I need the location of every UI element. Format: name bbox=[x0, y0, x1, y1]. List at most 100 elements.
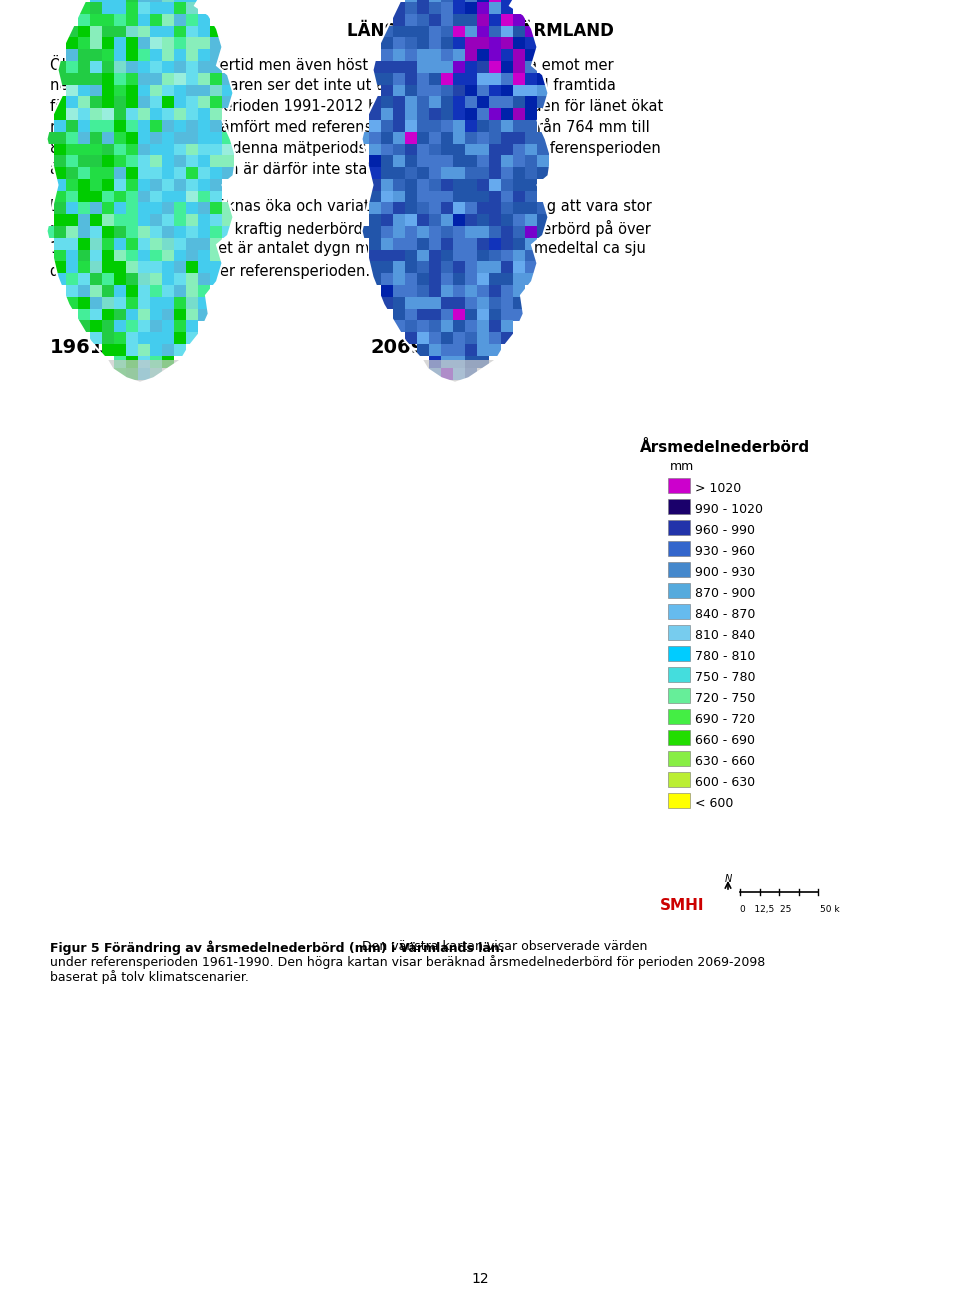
Bar bbox=[114, 261, 126, 274]
Bar bbox=[150, 238, 162, 249]
Text: 1961-1990: 1961-1990 bbox=[50, 338, 166, 357]
Bar bbox=[114, 108, 126, 120]
Bar bbox=[102, 156, 114, 168]
Bar bbox=[78, 3, 90, 14]
Text: 870 - 900: 870 - 900 bbox=[695, 587, 756, 600]
Bar bbox=[162, 238, 174, 249]
Bar bbox=[381, 179, 393, 191]
Bar bbox=[381, 238, 393, 249]
Bar bbox=[453, 309, 465, 321]
Bar bbox=[186, 3, 198, 14]
Bar bbox=[174, 179, 186, 191]
Bar bbox=[525, 84, 537, 96]
Bar bbox=[210, 38, 222, 49]
Bar bbox=[186, 226, 198, 238]
Bar bbox=[453, 226, 465, 238]
Bar bbox=[525, 179, 537, 191]
Bar bbox=[668, 583, 690, 598]
Bar bbox=[417, 84, 429, 96]
Bar bbox=[174, 273, 186, 286]
Bar bbox=[114, 368, 126, 379]
Bar bbox=[429, 49, 441, 61]
Bar bbox=[417, 226, 429, 238]
Text: > 1020: > 1020 bbox=[695, 482, 741, 495]
Bar bbox=[369, 168, 381, 179]
Bar bbox=[465, 131, 477, 144]
Bar bbox=[453, 38, 465, 49]
Bar bbox=[174, 333, 186, 344]
Bar bbox=[222, 156, 234, 168]
Bar bbox=[102, 226, 114, 238]
Bar bbox=[489, 321, 501, 333]
Bar bbox=[174, 26, 186, 38]
Bar bbox=[441, 333, 453, 344]
Bar bbox=[441, 73, 453, 84]
Bar bbox=[429, 333, 441, 344]
Bar bbox=[513, 49, 525, 61]
Bar bbox=[174, 214, 186, 226]
Bar bbox=[477, 321, 489, 333]
Bar bbox=[417, 108, 429, 120]
Bar bbox=[102, 49, 114, 61]
Bar bbox=[102, 73, 114, 84]
Bar bbox=[477, 96, 489, 108]
Bar bbox=[393, 73, 405, 84]
Bar bbox=[114, 238, 126, 249]
Bar bbox=[417, 14, 429, 26]
Bar bbox=[90, 333, 102, 344]
Bar bbox=[417, 0, 429, 3]
Bar bbox=[138, 309, 150, 321]
Bar bbox=[429, 143, 441, 156]
Bar bbox=[393, 156, 405, 168]
Bar bbox=[150, 309, 162, 321]
Text: 750 - 780: 750 - 780 bbox=[695, 672, 756, 685]
Bar bbox=[393, 238, 405, 249]
Bar bbox=[525, 38, 537, 49]
Bar bbox=[393, 226, 405, 238]
Bar bbox=[381, 214, 393, 226]
Bar bbox=[429, 226, 441, 238]
Bar bbox=[90, 238, 102, 249]
Bar bbox=[78, 309, 90, 321]
Text: mm: mm bbox=[670, 460, 694, 473]
Bar bbox=[90, 120, 102, 132]
Bar bbox=[417, 321, 429, 333]
Bar bbox=[465, 238, 477, 249]
Bar bbox=[162, 108, 174, 120]
Bar bbox=[513, 203, 525, 214]
Bar bbox=[429, 356, 441, 368]
Bar bbox=[126, 14, 138, 26]
Bar bbox=[54, 143, 66, 156]
Bar bbox=[369, 261, 381, 274]
Bar bbox=[477, 356, 489, 368]
Bar bbox=[465, 356, 477, 368]
Bar bbox=[54, 156, 66, 168]
Bar bbox=[198, 108, 210, 120]
Bar bbox=[429, 96, 441, 108]
Bar bbox=[114, 3, 126, 14]
Bar bbox=[198, 226, 210, 238]
Bar bbox=[198, 238, 210, 249]
Bar bbox=[162, 120, 174, 132]
Bar bbox=[489, 333, 501, 344]
Bar bbox=[102, 108, 114, 120]
Bar bbox=[429, 156, 441, 168]
Bar bbox=[54, 214, 66, 226]
Bar bbox=[78, 273, 90, 286]
Bar bbox=[150, 273, 162, 286]
Bar bbox=[417, 309, 429, 321]
Bar bbox=[393, 179, 405, 191]
Bar bbox=[138, 26, 150, 38]
Bar bbox=[501, 309, 513, 321]
Bar bbox=[405, 309, 417, 321]
Bar bbox=[513, 297, 525, 309]
Bar bbox=[513, 96, 525, 108]
Bar bbox=[441, 143, 453, 156]
Bar bbox=[198, 156, 210, 168]
Text: 12: 12 bbox=[471, 1272, 489, 1286]
Bar bbox=[477, 297, 489, 309]
Bar bbox=[369, 131, 381, 144]
Bar bbox=[114, 249, 126, 261]
Bar bbox=[381, 191, 393, 203]
Bar bbox=[465, 3, 477, 14]
